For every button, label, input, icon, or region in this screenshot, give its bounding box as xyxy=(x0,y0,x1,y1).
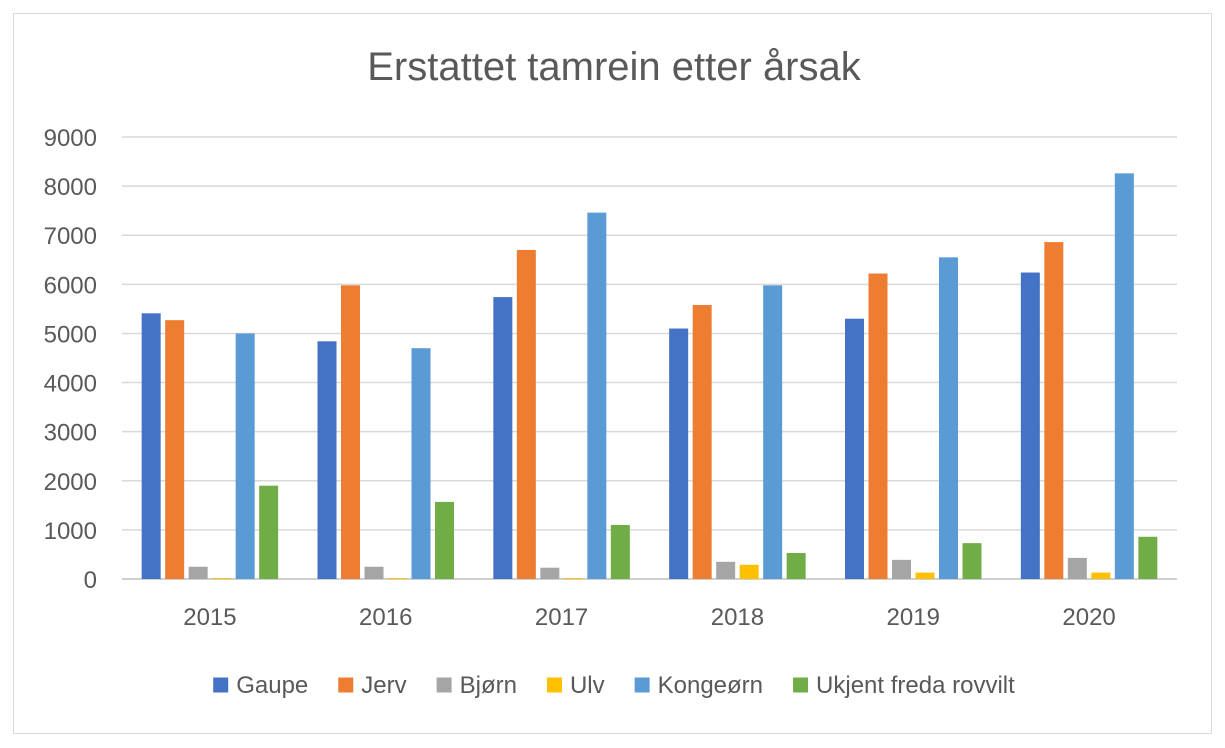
bar-2017-bjørn xyxy=(540,567,560,579)
bar-2018-kongeørn xyxy=(763,285,783,579)
y-tick-label: 4000 xyxy=(44,371,97,398)
gridlines xyxy=(122,136,1177,580)
bar-2015-jerv xyxy=(165,320,185,579)
bars xyxy=(141,173,1158,579)
bar-2015-gaupe xyxy=(141,313,161,579)
chart-title: Erstattet tamrein etter årsak xyxy=(367,45,862,89)
legend-label: Gaupe xyxy=(236,672,308,699)
bar-2015-bjørn xyxy=(188,566,208,579)
bar-2016-ulv xyxy=(388,578,407,579)
bar-2017-jerv xyxy=(516,249,536,579)
bar-2018-jerv xyxy=(692,304,712,579)
legend-swatch xyxy=(793,677,809,693)
bar-2019-bjørn xyxy=(892,559,911,579)
bar-2019-ukjent-freda-rovvilt xyxy=(962,543,982,579)
legend-swatch xyxy=(436,677,452,693)
bar-2018-bjørn xyxy=(716,561,736,579)
bar-2018-ulv xyxy=(739,564,759,579)
legend-label: Bjørn xyxy=(460,672,517,699)
chart-frame xyxy=(13,13,1212,734)
legend-swatch xyxy=(634,677,650,693)
bar-2017-kongeørn xyxy=(587,212,607,579)
y-tick-label: 8000 xyxy=(44,174,97,201)
legend-label: Ulv xyxy=(570,672,605,699)
y-tick-label: 1000 xyxy=(44,518,97,545)
x-tick-label: 2016 xyxy=(359,604,412,631)
bar-2016-kongeørn xyxy=(411,348,431,579)
y-tick-label: 2000 xyxy=(44,469,97,496)
bar-2017-ulv xyxy=(563,578,583,579)
bar-2018-ukjent-freda-rovvilt xyxy=(786,552,806,579)
y-tick-label: 5000 xyxy=(44,321,97,348)
legend-label: Ukjent freda rovvilt xyxy=(816,672,1015,699)
x-tick-label: 2015 xyxy=(183,604,236,631)
legend: Gaupe Jerv Bjørn Ulv Kongeørn Ukjent freda ro… xyxy=(213,672,1015,699)
legend-label: Kongeørn xyxy=(658,672,763,699)
y-tick-label: 7000 xyxy=(44,223,97,250)
y-tick-label: 0 xyxy=(84,567,97,594)
bar-2016-gaupe xyxy=(317,341,337,579)
bar-2018-gaupe xyxy=(669,328,689,579)
bar-2019-kongeørn xyxy=(939,257,958,579)
bar-2016-bjørn xyxy=(364,566,384,579)
legend-swatch xyxy=(213,677,229,693)
x-tick-label: 2018 xyxy=(711,604,764,631)
y-tick-label: 3000 xyxy=(44,420,97,447)
bar-2019-ulv xyxy=(915,572,935,579)
bar-2015-ulv xyxy=(212,578,232,579)
x-tick-label: 2017 xyxy=(535,604,588,631)
x-axis-ticks: 2015 2016 2017 2018 2019 2020 xyxy=(183,604,1116,631)
x-tick-label: 2019 xyxy=(887,604,940,631)
bar-2016-jerv xyxy=(341,285,360,579)
bar-2020-jerv xyxy=(1044,242,1064,579)
y-axis-ticks: 0 1000 2000 3000 4000 5000 6000 7000 8000 9000 xyxy=(44,125,97,594)
legend-label: Jerv xyxy=(361,672,406,699)
bar-2020-gaupe xyxy=(1020,272,1040,579)
bar-2016-ukjent-freda-rovvilt xyxy=(435,501,454,579)
y-tick-label: 9000 xyxy=(44,125,97,152)
legend-swatch xyxy=(338,677,354,693)
bar-2020-ukjent-freda-rovvilt xyxy=(1138,536,1158,579)
bar-2015-kongeørn xyxy=(235,333,255,579)
y-tick-label: 6000 xyxy=(44,272,97,299)
bar-2015-ukjent-freda-rovvilt xyxy=(259,485,279,579)
bar-2020-ulv xyxy=(1091,572,1111,579)
x-tick-label: 2020 xyxy=(1062,604,1115,631)
bar-2017-ukjent-freda-rovvilt xyxy=(610,524,630,579)
legend-swatch xyxy=(546,677,562,693)
bar-2020-bjørn xyxy=(1067,557,1087,579)
bar-2019-jerv xyxy=(868,273,888,579)
bar-2020-kongeørn xyxy=(1114,173,1134,579)
bar-2019-gaupe xyxy=(845,318,864,579)
bar-2017-gaupe xyxy=(493,297,513,579)
